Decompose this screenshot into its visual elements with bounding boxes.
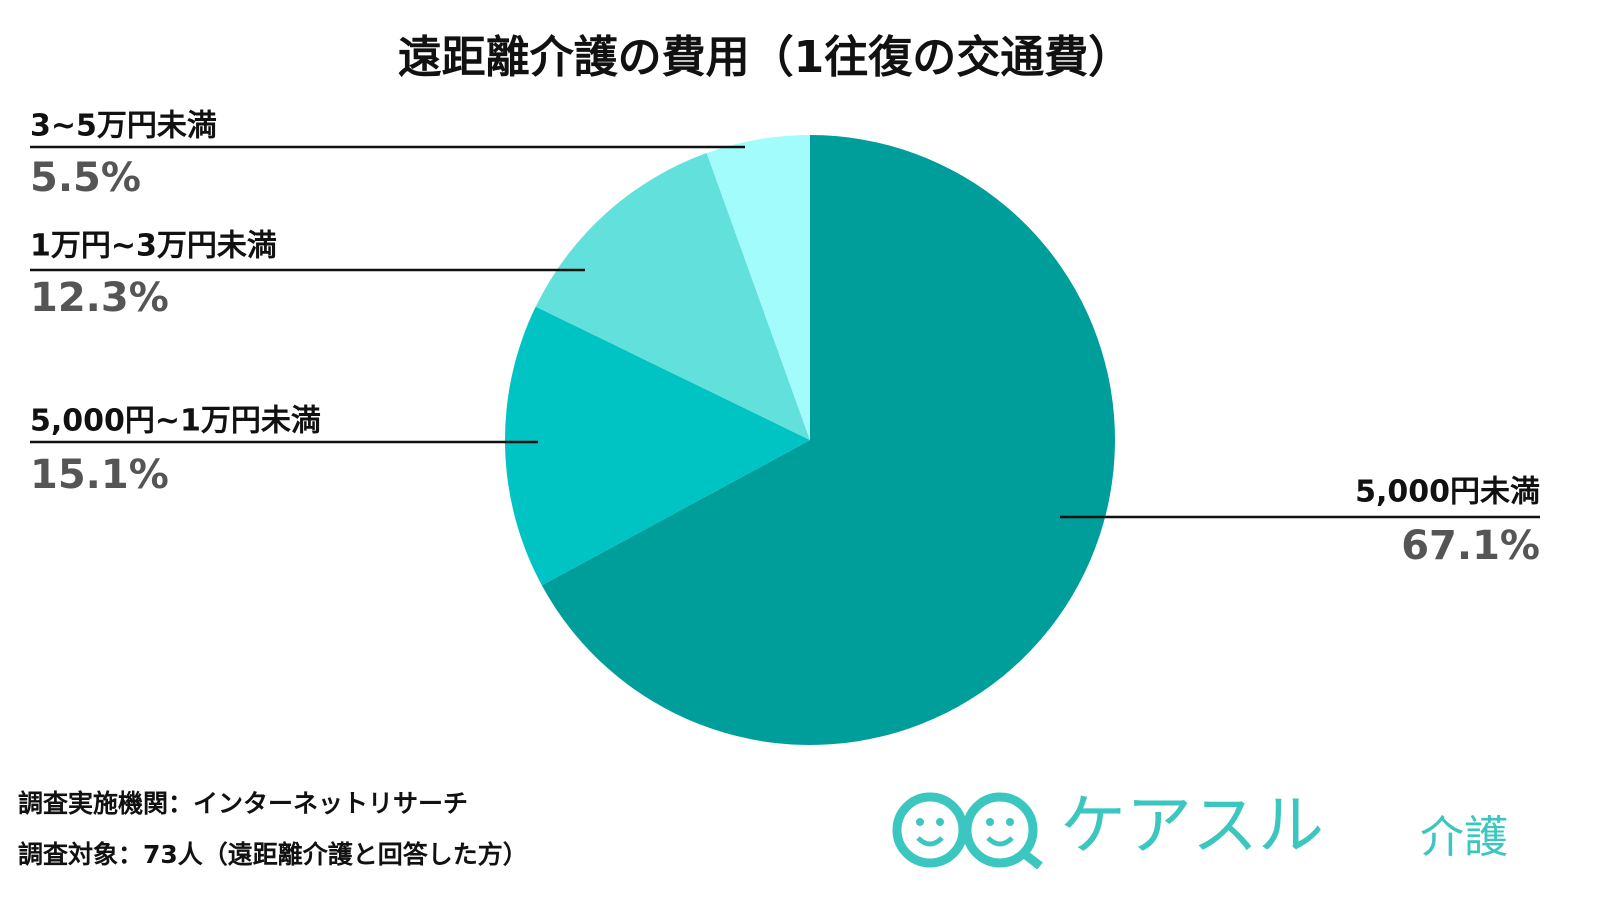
slice-label: 5,000円未満 [1355,475,1540,510]
pie-slice [541,135,1115,745]
logo-name: ケアスル [1060,787,1324,864]
value-label: 5.5% [30,155,141,201]
logo-icon [1006,818,1014,826]
logo [892,792,1043,870]
value-label: 12.3% [30,275,169,321]
logo-icon [916,818,924,826]
pie-slice [505,306,810,586]
logo-icon [962,792,1038,868]
logo-icon [1019,848,1043,870]
logo-icon [936,818,944,826]
chart-title: 遠距離介護の費用（1往復の交通費） [398,32,1133,83]
slice-label: 3~5万円未満 [30,109,217,144]
pie-slice [535,153,810,440]
logo-sub: 介護 [1420,812,1508,863]
logo-icon [986,818,994,826]
logo-icon [916,836,1014,847]
pie-slice [706,135,810,440]
slice-label: 1万円~3万円未満 [30,229,277,264]
slice-label: 5,000円~1万円未満 [30,404,321,439]
note: 調査実施機関：インターネットリサーチ [18,789,468,818]
note: 調査対象：73人（遠距離介護と回答した方） [18,840,528,869]
value-label: 67.1% [1401,523,1540,569]
logo-icon [892,792,968,868]
value-label: 15.1% [30,452,169,498]
